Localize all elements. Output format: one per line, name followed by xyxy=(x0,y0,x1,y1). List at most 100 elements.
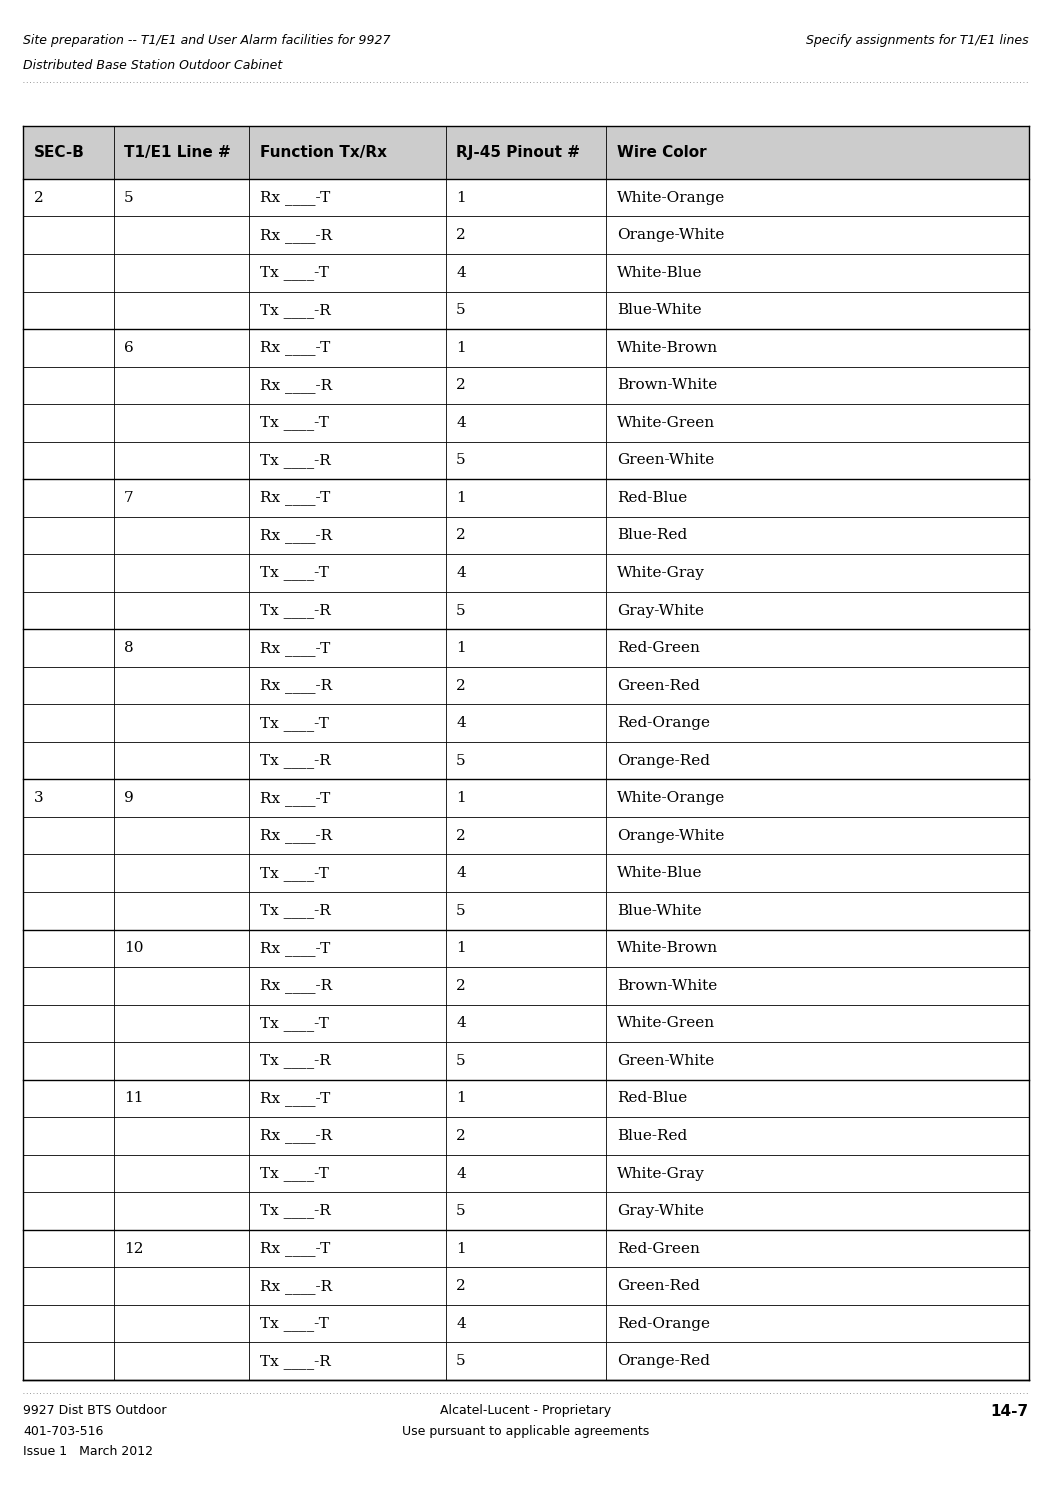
Text: 1: 1 xyxy=(457,491,466,506)
Text: Orange-White: Orange-White xyxy=(616,228,725,242)
Bar xyxy=(23,126,1029,178)
Text: Rx ____-R: Rx ____-R xyxy=(260,678,332,693)
Text: White-Gray: White-Gray xyxy=(616,567,705,580)
Text: Rx ____-R: Rx ____-R xyxy=(260,978,332,993)
Text: 1: 1 xyxy=(457,1091,466,1105)
Bar xyxy=(23,442,1029,479)
Bar xyxy=(23,217,1029,254)
Text: T1/E1 Line #: T1/E1 Line # xyxy=(124,146,231,161)
Text: 4: 4 xyxy=(457,416,466,430)
Bar xyxy=(23,1230,1029,1267)
Text: 5: 5 xyxy=(457,1054,466,1068)
Text: White-Brown: White-Brown xyxy=(616,941,719,955)
Text: Tx ____-T: Tx ____-T xyxy=(260,1166,329,1181)
Text: Green-Red: Green-Red xyxy=(616,678,700,693)
Text: 1: 1 xyxy=(457,641,466,656)
Text: 1: 1 xyxy=(457,1242,466,1255)
Text: Tx ____-T: Tx ____-T xyxy=(260,265,329,280)
Text: Tx ____-T: Tx ____-T xyxy=(260,565,329,580)
Text: 2: 2 xyxy=(457,1129,466,1144)
Text: 2: 2 xyxy=(457,228,466,242)
Text: Blue-Red: Blue-Red xyxy=(616,1129,687,1144)
Bar xyxy=(23,555,1029,592)
Bar xyxy=(23,855,1029,892)
Bar xyxy=(23,967,1029,1005)
Text: Green-Red: Green-Red xyxy=(616,1279,700,1294)
Bar xyxy=(23,479,1029,516)
Text: Tx ____-R: Tx ____-R xyxy=(260,1353,330,1368)
Text: 4: 4 xyxy=(457,567,466,580)
Text: 4: 4 xyxy=(457,717,466,730)
Text: 4: 4 xyxy=(457,867,466,880)
Bar xyxy=(23,1267,1029,1306)
Text: White-Blue: White-Blue xyxy=(616,266,703,280)
Text: Blue-White: Blue-White xyxy=(616,303,702,317)
Text: Blue-White: Blue-White xyxy=(616,904,702,917)
Text: 5: 5 xyxy=(457,754,466,767)
Text: Tx ____-R: Tx ____-R xyxy=(260,904,330,919)
Text: 4: 4 xyxy=(457,1316,466,1331)
Text: RJ-45 Pinout #: RJ-45 Pinout # xyxy=(457,146,580,161)
Text: Rx ____-R: Rx ____-R xyxy=(260,1129,332,1144)
Text: 5: 5 xyxy=(124,190,134,205)
Text: 1: 1 xyxy=(457,941,466,955)
Bar xyxy=(23,367,1029,404)
Text: White-Green: White-Green xyxy=(616,416,715,430)
Text: Orange-White: Orange-White xyxy=(616,828,725,843)
Text: 2: 2 xyxy=(457,378,466,393)
Text: Red-Green: Red-Green xyxy=(616,641,700,656)
Text: White-Brown: White-Brown xyxy=(616,341,719,355)
Text: 2: 2 xyxy=(457,978,466,993)
Text: Distributed Base Station Outdoor Cabinet: Distributed Base Station Outdoor Cabinet xyxy=(23,59,282,73)
Text: Red-Orange: Red-Orange xyxy=(616,1316,710,1331)
Text: Rx ____-T: Rx ____-T xyxy=(260,341,330,355)
Text: Brown-White: Brown-White xyxy=(616,978,717,993)
Text: Tx ____-T: Tx ____-T xyxy=(260,1316,329,1331)
Text: 1: 1 xyxy=(457,341,466,355)
Text: Rx ____-T: Rx ____-T xyxy=(260,491,330,506)
Bar xyxy=(23,929,1029,967)
Bar xyxy=(23,291,1029,329)
Text: Function Tx/Rx: Function Tx/Rx xyxy=(260,146,387,161)
Bar xyxy=(23,1155,1029,1193)
Text: Tx ____-R: Tx ____-R xyxy=(260,1203,330,1218)
Text: White-Gray: White-Gray xyxy=(616,1166,705,1181)
Text: 3: 3 xyxy=(34,791,43,804)
Bar xyxy=(23,1005,1029,1042)
Text: 2: 2 xyxy=(34,190,43,205)
Bar xyxy=(23,1193,1029,1230)
Text: Rx ____-T: Rx ____-T xyxy=(260,641,330,656)
Text: 5: 5 xyxy=(457,303,466,317)
Text: Specify assignments for T1/E1 lines: Specify assignments for T1/E1 lines xyxy=(806,34,1029,48)
Text: Red-Green: Red-Green xyxy=(616,1242,700,1255)
Text: 5: 5 xyxy=(457,904,466,917)
Bar xyxy=(23,516,1029,555)
Text: Use pursuant to applicable agreements: Use pursuant to applicable agreements xyxy=(402,1425,650,1438)
Text: 1: 1 xyxy=(457,791,466,804)
Text: 5: 5 xyxy=(457,1355,466,1368)
Text: White-Blue: White-Blue xyxy=(616,867,703,880)
Text: 5: 5 xyxy=(457,1204,466,1218)
Text: 5: 5 xyxy=(457,604,466,617)
Text: Rx ____-T: Rx ____-T xyxy=(260,791,330,806)
Text: Red-Blue: Red-Blue xyxy=(616,1091,687,1105)
Text: 14-7: 14-7 xyxy=(991,1404,1029,1419)
Text: 9927 Dist BTS Outdoor: 9927 Dist BTS Outdoor xyxy=(23,1404,166,1417)
Text: 1: 1 xyxy=(457,190,466,205)
Text: Rx ____-T: Rx ____-T xyxy=(260,1242,330,1257)
Text: White-Orange: White-Orange xyxy=(616,190,725,205)
Text: Orange-Red: Orange-Red xyxy=(616,1355,710,1368)
Text: Tx ____-T: Tx ____-T xyxy=(260,865,329,880)
Bar xyxy=(23,592,1029,629)
Bar xyxy=(23,629,1029,666)
Text: Orange-Red: Orange-Red xyxy=(616,754,710,767)
Text: 2: 2 xyxy=(457,1279,466,1294)
Text: 6: 6 xyxy=(124,341,134,355)
Bar xyxy=(23,329,1029,367)
Text: Green-White: Green-White xyxy=(616,1054,714,1068)
Text: Green-White: Green-White xyxy=(616,454,714,467)
Text: Issue 1   March 2012: Issue 1 March 2012 xyxy=(23,1445,154,1459)
Bar xyxy=(23,1117,1029,1155)
Bar xyxy=(23,178,1029,217)
Text: Rx ____-T: Rx ____-T xyxy=(260,941,330,956)
